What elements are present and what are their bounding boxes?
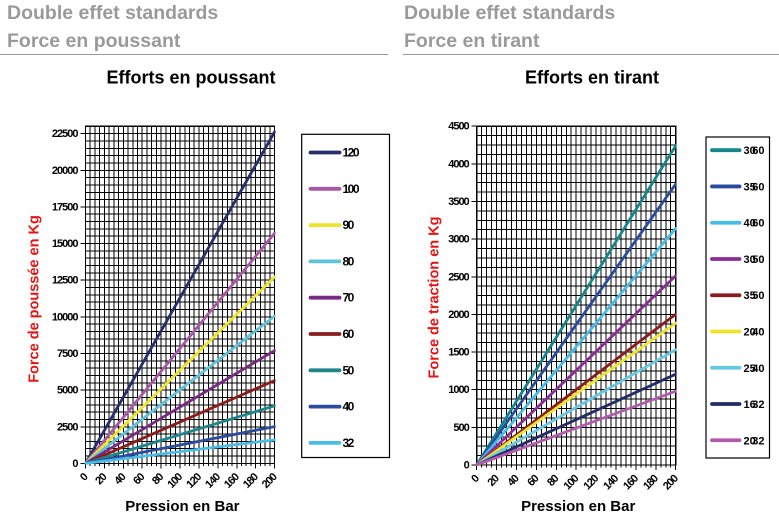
svg-text:90: 90: [343, 218, 355, 232]
svg-text:2500: 2500: [57, 421, 78, 433]
svg-text:0: 0: [464, 460, 470, 472]
svg-text:20000: 20000: [52, 165, 78, 177]
svg-text:2040: 2040: [744, 327, 765, 339]
svg-text:180: 180: [241, 471, 261, 491]
svg-text:60: 60: [343, 327, 355, 341]
svg-text:200: 200: [260, 471, 280, 491]
svg-text:0: 0: [72, 458, 78, 470]
svg-text:7500: 7500: [57, 348, 78, 360]
svg-text:1000: 1000: [448, 384, 469, 396]
svg-text:17500: 17500: [52, 201, 78, 213]
svg-text:0: 0: [78, 471, 91, 484]
svg-text:Efforts en poussant: Efforts en poussant: [106, 68, 275, 88]
svg-text:0: 0: [469, 473, 482, 486]
svg-text:3500: 3500: [448, 196, 469, 208]
svg-text:140: 140: [203, 471, 223, 491]
svg-text:50: 50: [343, 363, 355, 377]
svg-text:32: 32: [343, 436, 355, 450]
svg-text:70: 70: [343, 291, 355, 305]
svg-text:4000: 4000: [448, 158, 469, 170]
svg-text:Pression en Bar: Pression en Bar: [521, 498, 635, 515]
svg-text:40: 40: [505, 473, 521, 489]
svg-text:20: 20: [485, 473, 501, 489]
svg-text:100: 100: [561, 473, 581, 493]
svg-text:40: 40: [343, 400, 355, 414]
svg-text:12500: 12500: [52, 275, 78, 287]
svg-text:2032: 2032: [744, 435, 765, 447]
svg-text:500: 500: [453, 422, 469, 434]
svg-text:160: 160: [222, 471, 242, 491]
svg-text:140: 140: [601, 473, 621, 493]
svg-text:5000: 5000: [57, 385, 78, 397]
svg-text:3000: 3000: [448, 234, 469, 246]
svg-text:40: 40: [112, 471, 128, 487]
svg-text:22500: 22500: [52, 128, 78, 140]
svg-text:100: 100: [343, 182, 360, 196]
svg-text:Pression en Bar: Pression en Bar: [125, 498, 239, 515]
svg-text:60: 60: [525, 473, 541, 489]
svg-text:120: 120: [581, 473, 601, 493]
svg-text:1500: 1500: [448, 347, 469, 359]
svg-text:3060: 3060: [744, 145, 765, 157]
svg-text:120: 120: [184, 471, 204, 491]
svg-text:80: 80: [545, 473, 561, 489]
svg-text:180: 180: [641, 473, 661, 493]
svg-text:2000: 2000: [448, 309, 469, 321]
svg-text:1632: 1632: [744, 399, 765, 411]
svg-text:3560: 3560: [744, 181, 765, 193]
svg-text:3050: 3050: [744, 254, 765, 266]
svg-text:60: 60: [131, 471, 147, 487]
svg-text:Force de poussée en Kg: Force de poussée en Kg: [27, 215, 43, 383]
svg-text:15000: 15000: [52, 238, 78, 250]
svg-text:80: 80: [343, 254, 355, 268]
svg-text:20: 20: [93, 471, 109, 487]
svg-text:100: 100: [165, 471, 185, 491]
svg-text:10000: 10000: [52, 311, 78, 323]
svg-text:80: 80: [150, 471, 166, 487]
svg-text:3550: 3550: [744, 290, 765, 302]
svg-text:Efforts en tirant: Efforts en tirant: [525, 68, 659, 88]
svg-text:Force de traction en Kg: Force de traction en Kg: [427, 217, 443, 379]
svg-text:120: 120: [343, 146, 360, 160]
svg-text:200: 200: [661, 473, 681, 493]
svg-text:4060: 4060: [744, 218, 765, 230]
svg-text:4500: 4500: [448, 121, 469, 133]
svg-text:160: 160: [621, 473, 641, 493]
svg-text:2540: 2540: [744, 363, 765, 375]
svg-text:2500: 2500: [448, 271, 469, 283]
